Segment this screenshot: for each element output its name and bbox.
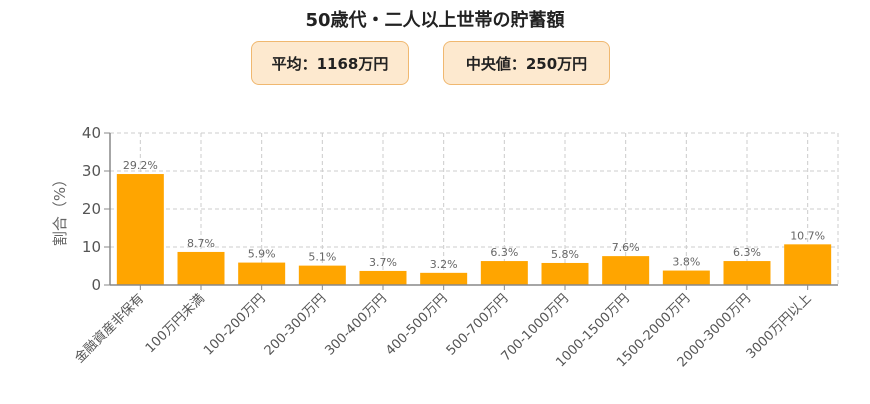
bar-value-label: 3.7% xyxy=(369,256,397,269)
bar-value-label: 7.6% xyxy=(612,241,640,254)
x-category-label: 500-700万円 xyxy=(444,291,511,358)
bar xyxy=(177,251,225,285)
y-axis-label: 割合（%） xyxy=(51,172,69,246)
bar-value-label: 10.7% xyxy=(790,229,825,242)
bar-value-label: 29.2% xyxy=(123,159,158,172)
bar-value-label: 3.2% xyxy=(430,258,458,271)
x-category-label: 金融資産非保有 xyxy=(71,291,147,367)
bar xyxy=(238,262,286,285)
bar-value-label: 8.7% xyxy=(187,237,215,250)
x-category-label: 400-500万円 xyxy=(383,291,450,358)
x-category-label: 200-300万円 xyxy=(262,291,329,358)
x-category-label: 100万円未満 xyxy=(143,291,208,356)
x-category-label: 100-200万円 xyxy=(201,291,268,358)
bar xyxy=(298,265,346,285)
bar xyxy=(662,270,710,285)
y-tick-label: 30 xyxy=(82,162,101,180)
bar-value-label: 6.3% xyxy=(490,246,518,259)
bar xyxy=(480,261,528,285)
bar xyxy=(723,261,771,285)
bar xyxy=(784,244,832,285)
bar xyxy=(359,270,407,285)
bar xyxy=(116,174,164,285)
y-tick-label: 0 xyxy=(91,276,101,294)
bar-value-label: 5.1% xyxy=(308,251,336,264)
bar xyxy=(420,272,468,285)
bar-value-label: 6.3% xyxy=(733,246,761,259)
x-category-label: 300-400万円 xyxy=(322,291,389,358)
y-tick-label: 10 xyxy=(82,238,101,256)
median-badge: 中央値：250万円 xyxy=(443,41,610,85)
x-category-label: 3000万円以上 xyxy=(744,291,815,362)
y-tick-label: 40 xyxy=(82,124,101,142)
bar xyxy=(541,262,589,285)
y-tick-label: 20 xyxy=(82,200,101,218)
bar xyxy=(602,256,650,285)
bar-value-label: 5.9% xyxy=(248,248,276,261)
chart-title: 50歳代・二人以上世帯の貯蓄額 xyxy=(305,10,565,31)
bar-value-label: 5.8% xyxy=(551,248,579,261)
mean-badge: 平均：1168万円 xyxy=(251,41,409,85)
bar-value-label: 3.8% xyxy=(672,256,700,269)
